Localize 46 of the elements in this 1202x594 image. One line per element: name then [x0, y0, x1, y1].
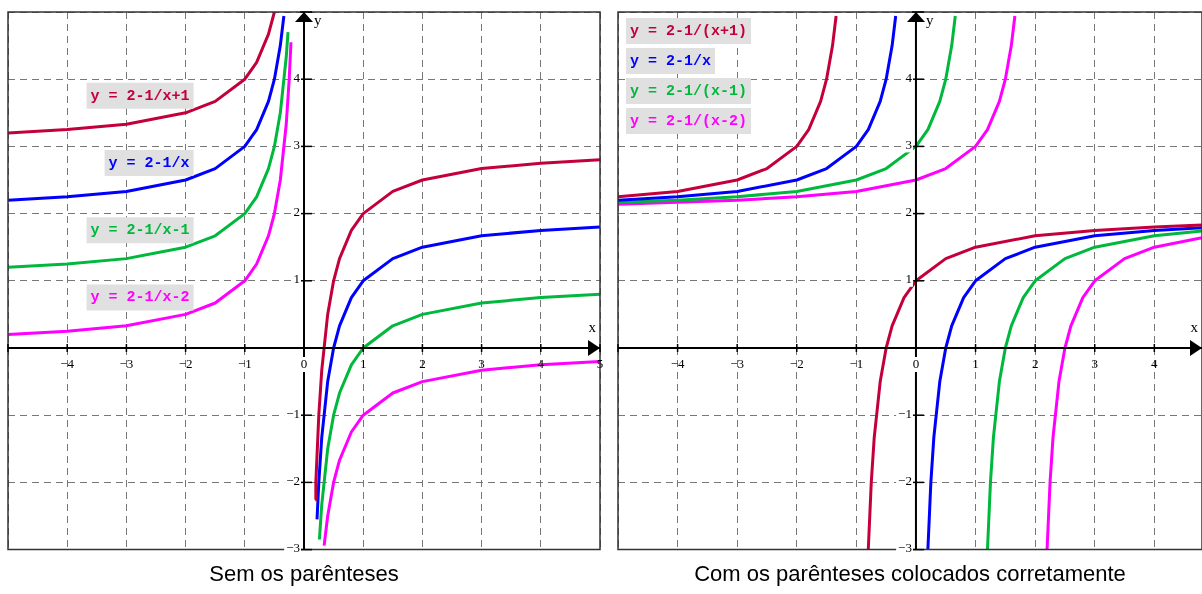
text: Com os parênteses colocados corretamente: [694, 560, 1126, 586]
x-tick-label: 0: [300, 355, 308, 371]
x-tick-label: −3: [730, 355, 745, 371]
text: Sem os parênteses: [209, 560, 399, 586]
x-axis-title: x: [588, 319, 597, 336]
y-axis-title: y: [925, 12, 934, 29]
y-tick-label: −3: [286, 540, 300, 556]
y-tick-label: 1: [905, 271, 912, 287]
text: y = 2-1/x: [630, 52, 712, 70]
x-tick-label: 2: [1031, 355, 1039, 371]
text: y = 2-1/(x+1): [630, 22, 748, 40]
x-tick-label: −4: [670, 355, 685, 371]
x-tick-label: 1: [359, 355, 367, 371]
x-tick-label: −2: [178, 355, 193, 371]
series-label: y = 2-1/x: [108, 154, 190, 172]
y-tick-label: −1: [286, 405, 300, 421]
x-tick-label: −4: [60, 355, 75, 371]
series-label: y = 2-1/x-1: [90, 221, 190, 239]
y-tick-label: −2: [286, 472, 300, 488]
y-tick-label: 2: [905, 204, 912, 220]
y-tick-label: 4: [905, 69, 913, 85]
y-tick-label: −3: [898, 540, 912, 556]
x-tick-label: 1: [972, 355, 979, 371]
y-axis-title: y: [314, 12, 322, 29]
y-tick-label: −1: [898, 405, 912, 421]
x-tick-label: 0: [912, 355, 920, 371]
y-tick-label: 3: [905, 136, 912, 152]
y-tick-label: −2: [898, 472, 912, 488]
x-tick-label: 3: [1091, 355, 1098, 371]
x-axis-title: x: [1190, 319, 1199, 336]
x-tick-label: −1: [237, 355, 252, 371]
x-tick-label: 4: [537, 355, 545, 371]
y-tick-label: 2: [293, 204, 300, 220]
y-tick-label: 3: [293, 136, 300, 152]
text: y = 2-1/(x-2): [630, 112, 748, 130]
text: y = 2-1/(x-1): [630, 82, 748, 100]
x-tick-label: 4: [1151, 355, 1159, 371]
y-tick-label: 1: [293, 271, 300, 287]
x-tick-label: −3: [119, 355, 134, 371]
x-tick-label: −2: [789, 355, 804, 371]
x-tick-label: 3: [478, 355, 485, 371]
series-label: y = 2-1/x+1: [90, 87, 190, 105]
x-tick-label: −1: [849, 355, 864, 371]
y-tick-label: 4: [293, 69, 301, 85]
x-tick-label: 2: [419, 355, 426, 371]
series-label: y = 2-1/x-2: [90, 289, 190, 307]
